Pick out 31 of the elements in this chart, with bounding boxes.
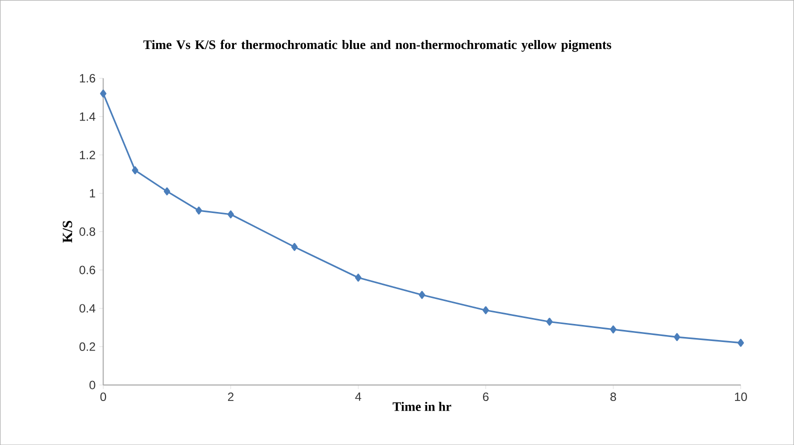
- point: [100, 89, 106, 98]
- point: [610, 325, 616, 334]
- point: [355, 274, 362, 282]
- y-axis-title: K/S: [62, 220, 72, 243]
- point: [132, 166, 138, 174]
- y-tick-label: 1.2: [80, 150, 96, 159]
- point: [228, 210, 234, 218]
- y-tick-label: 1: [90, 189, 96, 198]
- y-tick-label: 0.8: [80, 227, 96, 236]
- point: [291, 242, 298, 251]
- point: [196, 206, 202, 214]
- point: [546, 318, 553, 326]
- x-tick-label: 6: [483, 392, 489, 401]
- point: [738, 338, 744, 347]
- y-tick-label: 0: [90, 380, 96, 390]
- y-tick-label: 0.4: [80, 304, 96, 312]
- x-axis-title: Time in hr: [392, 402, 452, 411]
- x-tick-label: 4: [355, 392, 362, 401]
- y-tick-label: 0.6: [80, 266, 96, 274]
- x-tick-label: 10: [734, 392, 747, 401]
- chart-title: Time Vs K/S for thermochromatic blue and non-thermochromatic yellow pigments: [143, 40, 612, 52]
- y-tick-label: 0.2: [80, 342, 96, 351]
- point: [164, 187, 170, 196]
- y-tick-label: 1.6: [80, 74, 96, 82]
- x-tick-label: 0: [100, 392, 106, 401]
- y-tick-label: 1.4: [80, 112, 96, 121]
- point: [418, 290, 426, 299]
- x-tick-label: 8: [610, 392, 616, 401]
- point: [674, 332, 680, 341]
- point: [482, 306, 489, 314]
- x-tick-label: 2: [228, 392, 234, 401]
